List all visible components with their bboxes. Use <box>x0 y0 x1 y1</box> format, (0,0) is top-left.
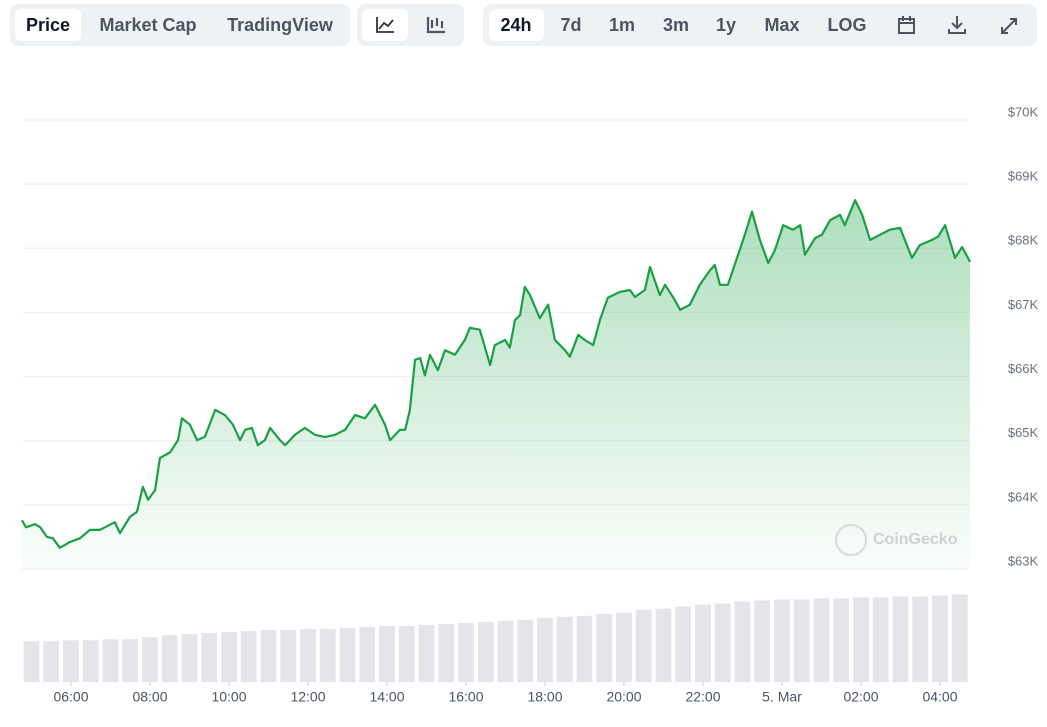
range-button[interactable]: LOG <box>828 15 867 35</box>
volume-bar <box>537 617 553 682</box>
range-group <box>483 4 1037 46</box>
expand-icon[interactable] <box>1001 18 1017 34</box>
watermark-text: CoinGecko <box>873 531 958 548</box>
volume-bar <box>201 633 218 682</box>
x-tick-label: 14:00 <box>369 689 404 705</box>
volume-bar <box>912 596 929 682</box>
volume-bar <box>497 620 514 682</box>
volume-bar <box>635 609 652 682</box>
volume-bar <box>418 624 435 682</box>
volume-bar <box>517 619 534 682</box>
y-tick-label: $64K <box>1008 489 1039 504</box>
download-icon[interactable] <box>948 16 966 34</box>
range-button[interactable]: Max <box>764 15 799 35</box>
tab-group <box>10 4 350 46</box>
range-active[interactable] <box>489 9 544 41</box>
plot: $63K $64K $65K $66K $67K $68K $69K $70K 06:00 08:… <box>21 104 1039 705</box>
range-button[interactable]: 1m <box>609 15 635 35</box>
tab-active[interactable] <box>15 9 81 41</box>
volume-bar <box>892 596 909 682</box>
volume-bar <box>142 637 158 682</box>
watermark: CoinGecko <box>835 524 958 556</box>
volume-bar <box>260 630 277 682</box>
y-tick-label: $67K <box>1008 297 1039 312</box>
volume-bar <box>734 601 751 682</box>
x-tick-label: 08:00 <box>132 689 167 705</box>
x-tick-label: 06:00 <box>53 689 88 705</box>
range-button[interactable]: 3m <box>663 15 689 35</box>
x-tick-label: 16:00 <box>448 689 483 705</box>
watermark-logo <box>835 524 867 556</box>
volume-bar <box>714 603 731 682</box>
volume-bar <box>695 604 711 682</box>
volume-bar <box>339 628 356 682</box>
tab[interactable]: TradingView <box>227 15 334 35</box>
volume-bar <box>951 594 968 682</box>
line-chart-button[interactable] <box>362 9 408 41</box>
volume-bar <box>596 613 613 682</box>
volume-bar <box>300 629 316 682</box>
volume-bar <box>122 639 139 682</box>
volume-bar <box>161 635 178 682</box>
volume-bar <box>833 598 850 682</box>
line-icon <box>376 17 394 33</box>
y-tick-label: $66K <box>1008 361 1039 376</box>
volume-bar <box>438 623 455 682</box>
volume-bar <box>477 621 494 682</box>
volume-bar <box>774 599 790 682</box>
volume-bar <box>853 597 869 682</box>
range-button[interactable]: 7d <box>560 15 581 35</box>
y-tick-label: $63K <box>1008 553 1039 568</box>
range-button[interactable]: 1y <box>716 15 736 35</box>
volume-bar <box>793 599 810 682</box>
volume-bar <box>675 606 692 682</box>
volume-bar <box>63 640 79 682</box>
candle-icon[interactable] <box>426 17 445 34</box>
volume-bar <box>240 631 257 682</box>
calendar-icon[interactable] <box>898 16 915 34</box>
volume-bar <box>221 632 237 682</box>
x-tick-label: 5. Mar <box>762 689 802 705</box>
price-line <box>21 199 971 549</box>
y-tick-label: $69K <box>1008 169 1039 184</box>
x-tick-label: 10:00 <box>211 689 246 705</box>
volume-bar <box>102 639 119 682</box>
volume-bar <box>655 608 672 682</box>
price-area <box>22 200 970 569</box>
volume-bar <box>556 616 573 682</box>
volume-bar <box>43 641 60 682</box>
x-tick-label: 18:00 <box>527 689 562 705</box>
volume-bar <box>932 595 948 682</box>
volume-bar <box>813 598 830 682</box>
y-tick-label: $70K <box>1008 104 1039 119</box>
volume-bar <box>379 626 395 682</box>
x-tick-label: 22:00 <box>685 689 720 705</box>
range-button[interactable]: 24h <box>500 15 531 35</box>
volume-bar <box>280 630 297 682</box>
volume-bar <box>23 641 40 682</box>
volume-bar <box>458 622 474 682</box>
volume-bar <box>319 629 336 682</box>
y-tick-label: $68K <box>1008 233 1039 248</box>
volume-bar <box>359 627 376 682</box>
x-tick-label: 20:00 <box>606 689 641 705</box>
volume-bar <box>398 626 415 682</box>
x-tick-label: 04:00 <box>922 689 957 705</box>
volume-bar <box>754 600 771 682</box>
volume-bar <box>576 615 593 682</box>
volume-bar <box>616 612 632 682</box>
volume-bar <box>82 640 99 682</box>
volume-bar <box>181 634 198 682</box>
x-tick-label: 12:00 <box>290 689 325 705</box>
tab[interactable]: Price <box>26 15 70 35</box>
tab[interactable]: Market Cap <box>99 15 196 35</box>
volume-bar <box>872 597 889 682</box>
toolbar: Price Market Cap TradingView 24h 7d 1m 3m 1y… <box>10 4 1037 46</box>
x-tick-label: 02:00 <box>843 689 878 705</box>
y-tick-label: $65K <box>1008 425 1039 440</box>
